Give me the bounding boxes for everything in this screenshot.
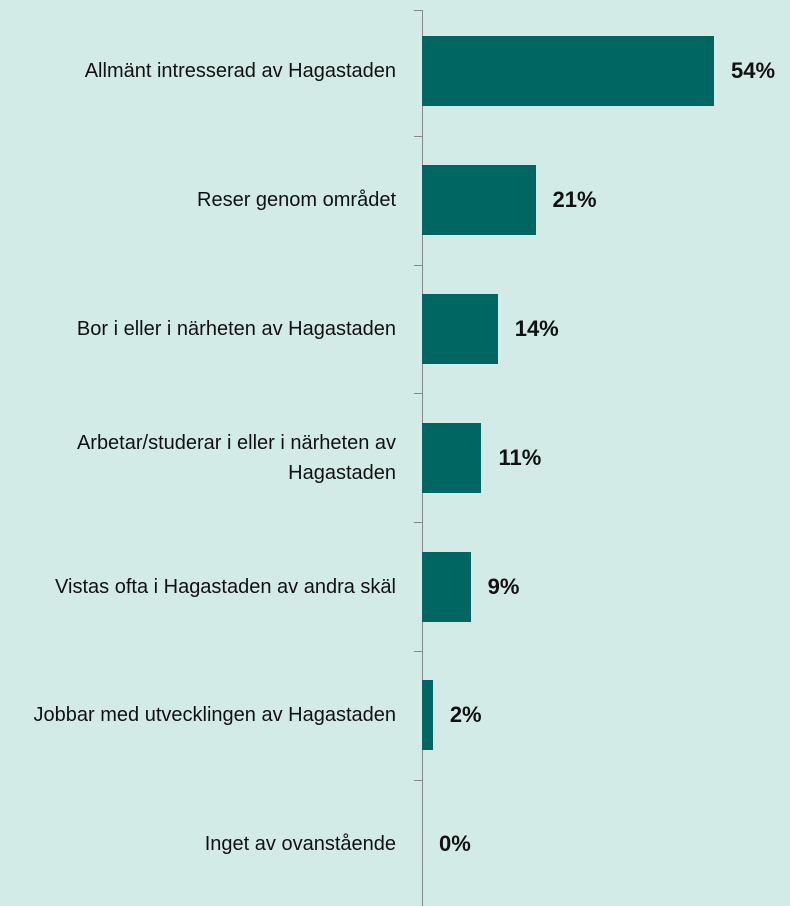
tick-mark xyxy=(414,522,422,524)
category-label: Inget av ovanstående xyxy=(204,833,396,856)
value-label: 9% xyxy=(487,573,520,599)
tick-mark xyxy=(414,264,422,266)
category-label: Reser genom området xyxy=(197,189,396,212)
bar xyxy=(422,36,714,107)
category-label: Jobbar med utvecklingen av Hagastaden xyxy=(33,704,396,727)
bar xyxy=(422,680,433,751)
tick-mark xyxy=(414,393,422,395)
value-label: 2% xyxy=(449,702,482,728)
bar xyxy=(422,551,471,622)
value-label: 0% xyxy=(439,831,471,857)
tick-mark xyxy=(414,135,422,137)
bar xyxy=(422,294,498,364)
tick-mark xyxy=(414,779,422,781)
value-label: 11% xyxy=(498,444,542,470)
value-label: 14% xyxy=(514,316,559,341)
value-label: 21% xyxy=(552,187,597,213)
bar xyxy=(422,422,482,493)
tick-mark xyxy=(414,651,422,652)
category-label: Vistas ofta i Hagastaden av andra skäl xyxy=(55,575,396,598)
value-label: 54% xyxy=(731,58,776,84)
tick-mark xyxy=(414,10,422,11)
category-label: Arbetar/studerar i eller i närheten av H… xyxy=(76,431,396,484)
category-label: Allmänt intresserad av Hagastaden xyxy=(84,60,396,83)
category-label: Bor i eller i närheten av Hagastaden xyxy=(76,318,396,340)
bar xyxy=(422,165,536,236)
